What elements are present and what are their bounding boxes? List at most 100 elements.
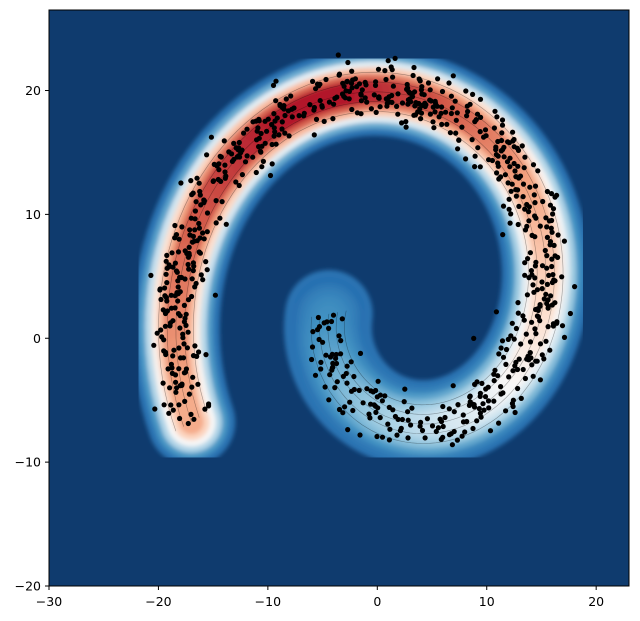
data-point	[394, 432, 400, 438]
data-point	[273, 78, 279, 84]
data-point	[237, 154, 243, 160]
data-point	[510, 138, 516, 144]
data-point	[403, 119, 409, 125]
data-point	[158, 296, 164, 303]
data-point	[186, 266, 192, 272]
data-point	[448, 110, 454, 117]
data-point	[170, 353, 176, 359]
data-point	[371, 92, 377, 98]
data-point	[522, 206, 528, 212]
data-point	[543, 338, 549, 344]
data-point	[358, 98, 364, 104]
contour-line	[175, 91, 547, 425]
data-point	[322, 384, 328, 390]
data-point	[483, 133, 489, 139]
data-point	[513, 325, 520, 332]
data-point	[181, 302, 187, 308]
data-point	[218, 178, 224, 184]
data-point	[555, 232, 561, 238]
data-point	[164, 252, 170, 258]
y-tick-label: 0	[33, 331, 41, 346]
contour-line	[184, 101, 538, 418]
data-point	[163, 351, 169, 358]
data-point	[179, 224, 185, 230]
data-point	[512, 409, 518, 416]
data-point	[189, 293, 195, 300]
data-point	[173, 389, 179, 395]
data-point	[347, 399, 353, 405]
data-point	[470, 91, 476, 97]
data-point	[385, 421, 391, 427]
data-point	[532, 326, 538, 332]
data-point	[399, 120, 405, 126]
data-point	[174, 269, 180, 275]
data-point	[172, 372, 179, 378]
data-point	[528, 355, 534, 361]
data-point	[523, 331, 529, 337]
data-point	[551, 242, 557, 248]
data-point	[273, 98, 279, 104]
data-point	[201, 236, 207, 242]
data-point	[382, 393, 388, 399]
data-point	[244, 126, 250, 132]
data-point	[551, 277, 557, 283]
data-point	[345, 427, 351, 433]
data-point	[537, 303, 543, 309]
y-tick-label: 10	[25, 207, 41, 222]
data-point	[351, 373, 357, 380]
data-point	[181, 319, 187, 325]
data-point	[239, 172, 245, 178]
data-point	[412, 112, 419, 118]
data-point	[177, 415, 183, 422]
data-point	[310, 329, 316, 335]
data-point	[197, 235, 203, 241]
data-point	[489, 157, 495, 164]
data-point	[521, 317, 527, 323]
data-point	[236, 182, 242, 189]
data-point	[285, 108, 291, 114]
data-point	[271, 133, 277, 139]
data-point	[530, 282, 536, 288]
data-point	[194, 175, 200, 181]
data-point	[516, 356, 522, 362]
data-point	[478, 114, 484, 120]
data-point	[171, 347, 177, 353]
data-point	[323, 352, 329, 358]
data-point	[192, 208, 198, 214]
data-point	[533, 331, 539, 337]
data-point	[511, 336, 517, 342]
data-point	[500, 203, 507, 209]
data-point	[417, 423, 423, 429]
data-point	[506, 196, 512, 202]
data-point	[409, 405, 415, 411]
data-point	[530, 162, 537, 168]
data-point	[344, 380, 350, 386]
data-point	[213, 220, 219, 226]
data-point	[459, 124, 465, 130]
data-point	[440, 423, 446, 430]
data-point	[328, 318, 335, 325]
data-point	[242, 159, 249, 165]
data-point	[498, 345, 504, 351]
data-point	[507, 164, 513, 170]
data-point	[448, 93, 454, 99]
data-point	[196, 220, 202, 227]
data-point	[515, 385, 521, 392]
data-point	[259, 164, 265, 170]
data-point	[547, 239, 554, 245]
data-point	[168, 305, 175, 311]
data-point	[418, 419, 424, 425]
data-point	[176, 402, 182, 408]
data-point	[435, 425, 441, 431]
data-point	[544, 281, 551, 287]
data-point	[552, 194, 558, 200]
data-point	[185, 297, 192, 303]
data-point	[342, 404, 348, 410]
data-point	[192, 216, 198, 222]
data-point	[399, 100, 406, 106]
data-point	[545, 297, 551, 303]
data-point	[343, 88, 349, 94]
data-point	[543, 215, 549, 221]
data-point	[433, 100, 439, 107]
data-point	[271, 125, 277, 131]
